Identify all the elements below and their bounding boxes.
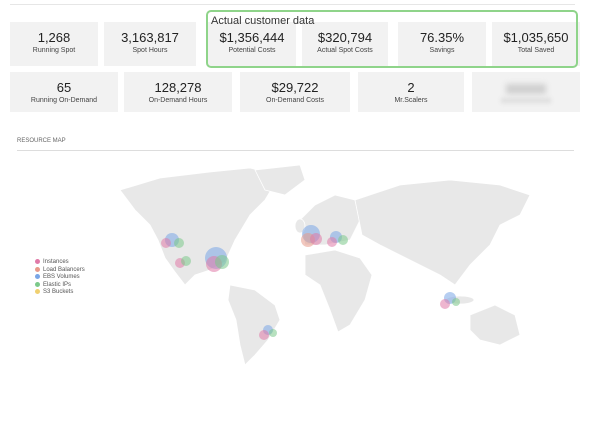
africa bbox=[304, 249, 373, 333]
stat-label: Actual Spot Costs bbox=[317, 47, 373, 54]
legend-item: Instances bbox=[35, 259, 69, 265]
stat-card: 1,268 Running Spot bbox=[10, 22, 98, 66]
legend-label: Instances bbox=[43, 259, 69, 266]
bubble bbox=[338, 235, 348, 245]
legend-swatch bbox=[35, 259, 40, 264]
bubble bbox=[269, 329, 277, 337]
stat-value: $1,035,650 bbox=[503, 30, 569, 45]
stat-card: $29,722 On-Demand Costs bbox=[240, 72, 350, 112]
asia bbox=[354, 179, 531, 286]
legend-label: EBS Volumes bbox=[43, 274, 80, 281]
bubble bbox=[440, 299, 450, 309]
north-america bbox=[119, 167, 281, 286]
legend-label: Load Balancers bbox=[43, 266, 85, 273]
blurred-card bbox=[472, 72, 580, 112]
highlight-box bbox=[206, 10, 578, 68]
bubble bbox=[452, 298, 460, 306]
legend-item: S3 Buckets bbox=[35, 289, 73, 295]
south-america bbox=[227, 284, 281, 366]
stat-card: 128,278 On-Demand Hours bbox=[124, 72, 232, 112]
bubble bbox=[327, 237, 337, 247]
greenland bbox=[254, 164, 306, 196]
bubble bbox=[310, 233, 322, 245]
bubble bbox=[181, 256, 191, 266]
stat-label: Running Spot bbox=[32, 47, 76, 54]
legend-swatch bbox=[35, 266, 40, 272]
legend-label: Elastic IPs bbox=[43, 281, 72, 288]
stat-value: $29,722 bbox=[271, 80, 319, 95]
stat-label: Spot Hours bbox=[132, 47, 168, 54]
stat-label: On-Demand Hours bbox=[148, 97, 208, 104]
stat-value: 65 bbox=[56, 80, 72, 95]
stat-value: 128,278 bbox=[154, 80, 202, 95]
bubble bbox=[215, 255, 229, 269]
stat-value: 3,163,817 bbox=[121, 30, 179, 45]
stat-value: 76.35% bbox=[419, 30, 465, 45]
legend-swatch bbox=[35, 289, 40, 294]
stat-card: 3,163,817 Spot Hours bbox=[104, 22, 196, 66]
highlight-label: Actual customer data bbox=[211, 15, 315, 27]
legend-swatch bbox=[35, 274, 40, 279]
stat-label: Total Saved bbox=[517, 47, 555, 54]
bubble bbox=[259, 330, 269, 340]
uk bbox=[294, 218, 306, 234]
stat-label: Mr.Scalers bbox=[394, 97, 428, 104]
stat-label: On-Demand Costs bbox=[266, 97, 324, 104]
section-title: RESOURCE MAP bbox=[17, 138, 66, 144]
stat-value: 1,268 bbox=[37, 30, 71, 45]
bubbles bbox=[161, 225, 460, 340]
stat-value: $320,794 bbox=[317, 30, 373, 45]
legend-label: S3 Buckets bbox=[43, 289, 74, 296]
legend-swatch bbox=[35, 281, 40, 287]
stat-value: $1,356,444 bbox=[219, 30, 285, 45]
stat-card: $1,356,444 Potential Costs bbox=[208, 22, 296, 66]
bubble bbox=[174, 238, 184, 248]
stat-card: 76.35% Savings bbox=[398, 22, 486, 66]
stat-card: 65 Running On-Demand bbox=[10, 72, 118, 112]
bubble bbox=[161, 238, 171, 248]
legend-item: Elastic IPs bbox=[35, 281, 72, 288]
legend-item: Load Balancers bbox=[35, 266, 85, 273]
stat-card: $1,035,650 Total Saved bbox=[492, 22, 580, 66]
stat-value: 2 bbox=[407, 80, 415, 95]
continents bbox=[119, 164, 531, 366]
legend-item: EBS Volumes bbox=[35, 274, 80, 280]
stat-label: Running On-Demand bbox=[30, 97, 98, 104]
australia bbox=[469, 304, 521, 346]
section-rule bbox=[17, 150, 574, 151]
stat-card: 2 Mr.Scalers bbox=[358, 72, 464, 112]
stat-label: Savings bbox=[429, 47, 455, 54]
stat-card: $320,794 Actual Spot Costs bbox=[302, 22, 388, 66]
stat-label: Potential Costs bbox=[228, 47, 276, 54]
top-rule bbox=[10, 4, 575, 5]
